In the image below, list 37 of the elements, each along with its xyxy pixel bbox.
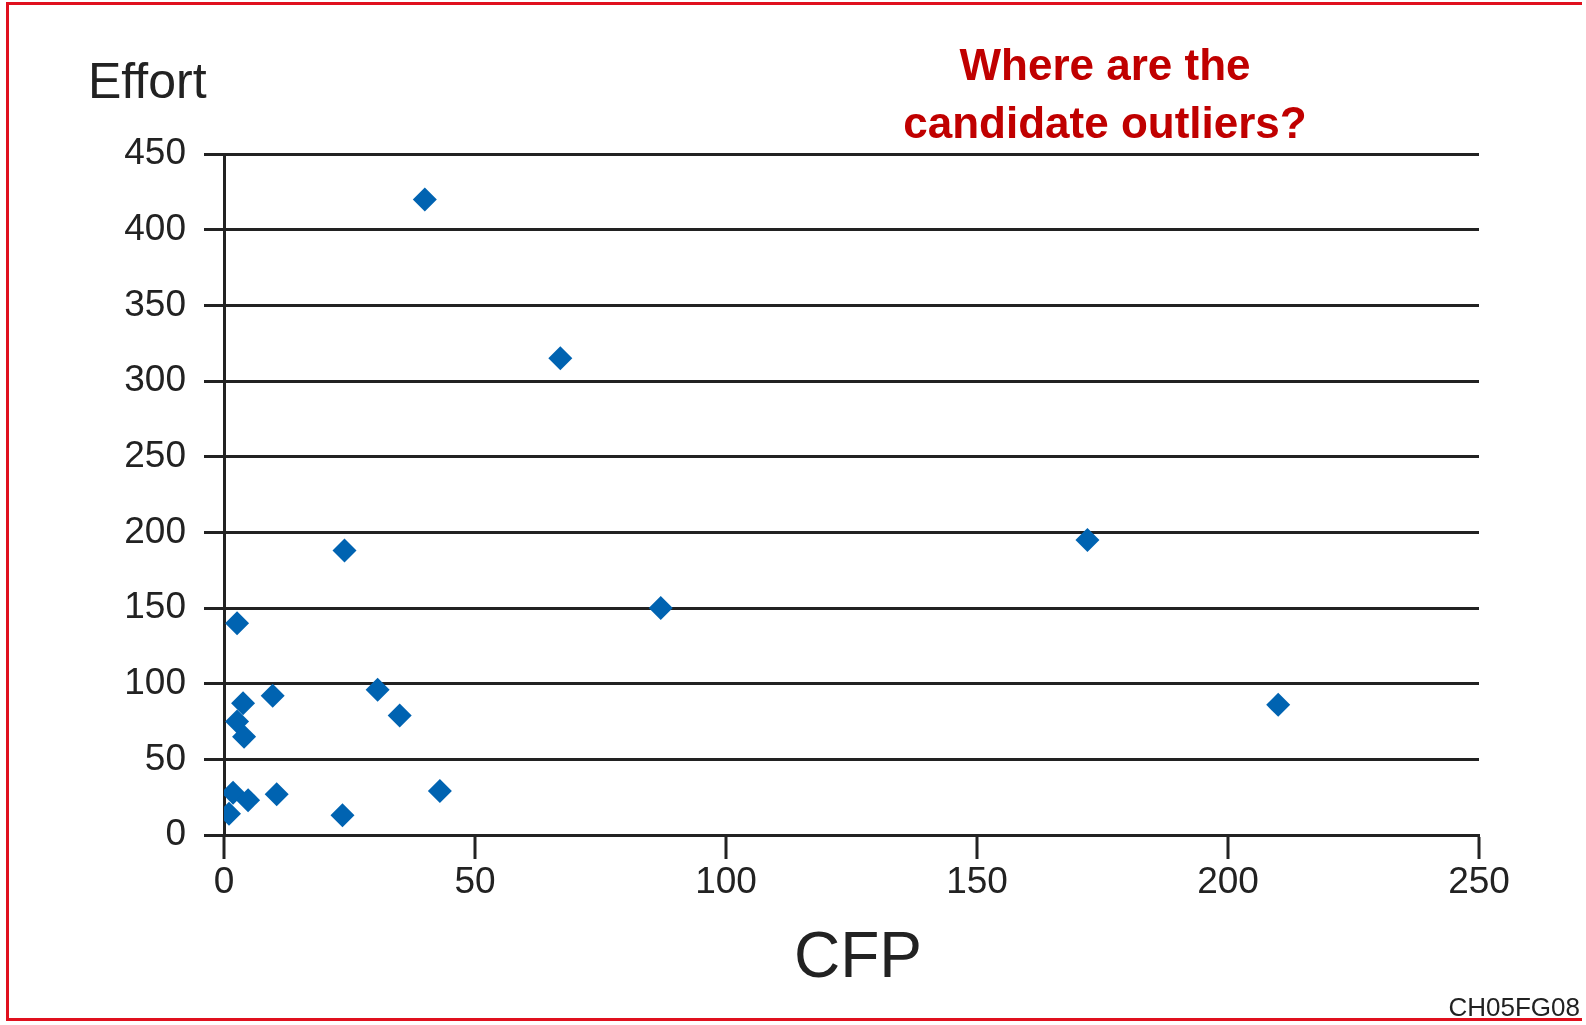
y-tick-label: 200	[124, 509, 186, 551]
y-tick-label: 0	[165, 812, 186, 854]
x-tick-label: 200	[1197, 860, 1259, 902]
x-axis-title: CFP	[793, 918, 923, 992]
text: CH05FG08	[1448, 992, 1580, 1023]
x-tick-label: 150	[946, 860, 1008, 902]
point	[236, 788, 261, 813]
point	[231, 691, 256, 716]
point	[365, 677, 390, 702]
point	[548, 346, 573, 371]
point	[264, 782, 289, 807]
y-axis-title: Effort	[88, 52, 207, 110]
y-tick-label: 100	[124, 660, 186, 702]
y-tick-label: 400	[124, 206, 186, 248]
chart-title: Where are the candidate outliers?	[902, 39, 1308, 149]
point	[648, 596, 673, 620]
point	[232, 724, 257, 749]
point	[387, 703, 412, 728]
point	[225, 611, 250, 636]
y-tick-label: 350	[124, 282, 186, 324]
point	[330, 803, 355, 828]
x-tick-label: 100	[695, 860, 757, 902]
point	[225, 709, 250, 734]
y-tick-label: 300	[124, 358, 186, 400]
x-tick-label: 50	[454, 860, 496, 902]
point	[427, 779, 452, 804]
x-tick-label: 250	[1448, 860, 1510, 902]
point	[332, 538, 357, 563]
y-tick-label: 50	[144, 736, 186, 778]
y-tick-label: 150	[124, 585, 186, 627]
y-tick-label: 450	[124, 131, 186, 173]
point	[1075, 527, 1100, 552]
point	[260, 683, 285, 708]
x-tick-label: 0	[213, 860, 235, 902]
point	[412, 187, 437, 212]
point	[1266, 692, 1291, 717]
y-tick-label: 250	[124, 433, 186, 475]
